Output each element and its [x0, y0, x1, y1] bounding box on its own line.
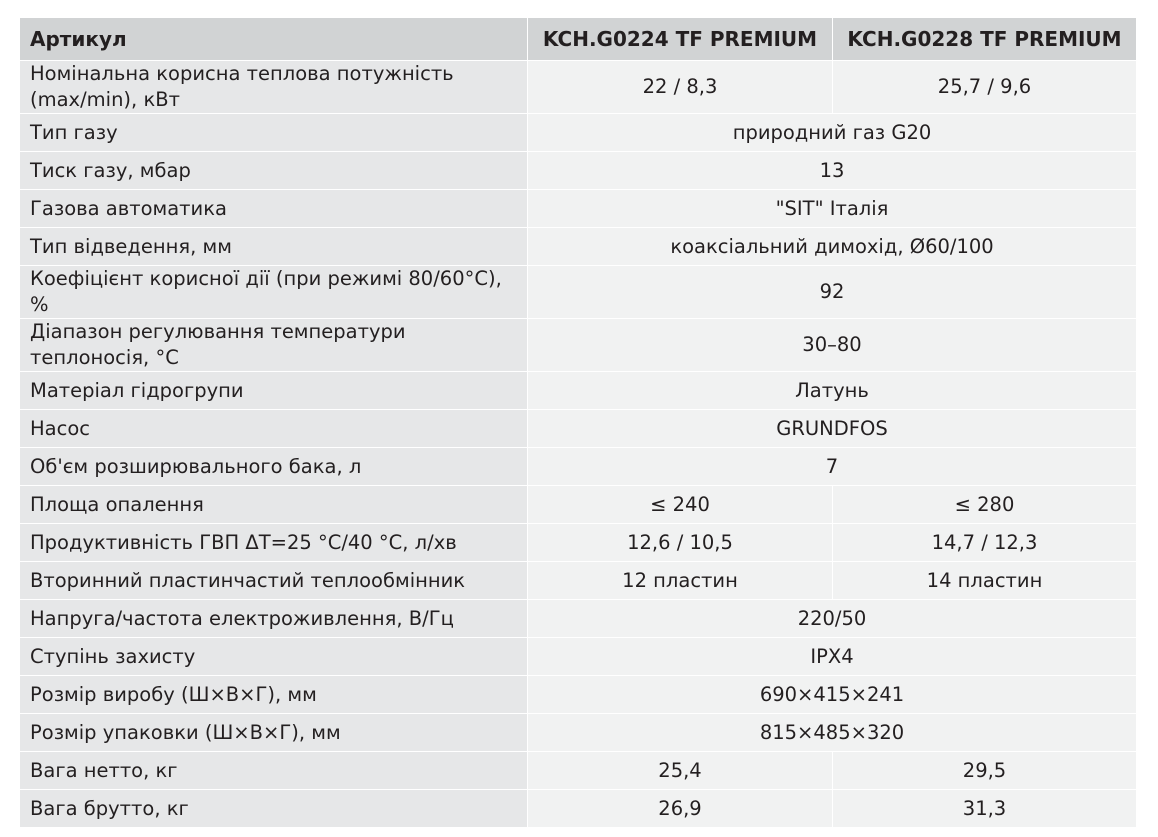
table-row: Ступінь захисту IPX4: [19, 637, 1137, 676]
row-value-model-2: 14 пластин: [832, 561, 1137, 600]
table-row: Тиск газу, мбар 13: [19, 151, 1137, 190]
row-label: Тип газу: [19, 113, 528, 152]
row-label: Номінальна корисна теплова потужність (m…: [19, 60, 528, 114]
row-value-shared: 220/50: [527, 599, 1137, 638]
row-value-shared: природний газ G20: [527, 113, 1137, 152]
table-row: Продуктивність ГВП ΔT=25 °С/40 °С, л/хв 1…: [19, 523, 1137, 562]
row-value-model-2: 25,7 / 9,6: [832, 60, 1137, 114]
row-value-shared: 30–80: [527, 318, 1137, 372]
table-body: Номінальна корисна теплова потужність (m…: [19, 60, 1137, 828]
table-row: Площа опалення ≤ 240 ≤ 280: [19, 485, 1137, 524]
row-value-model-1: 22 / 8,3: [527, 60, 833, 114]
table-row: Діапазон регулювання температури теплоно…: [19, 318, 1137, 372]
row-label: Матеріал гідрогрупи: [19, 371, 528, 410]
table-row: Насос GRUNDFOS: [19, 409, 1137, 448]
header-model-2: KCH.G0228 TF PREMIUM: [832, 17, 1137, 61]
table-row: Матеріал гідрогрупи Латунь: [19, 371, 1137, 410]
spec-table: Артикул KCH.G0224 TF PREMIUM KCH.G0228 T…: [19, 17, 1137, 828]
row-value-shared: "SIT" Італія: [527, 189, 1137, 228]
table-row: Розмір виробу (Ш×В×Г), мм 690×415×241: [19, 675, 1137, 714]
row-value-shared: 92: [527, 265, 1137, 319]
table-row: Номінальна корисна теплова потужність (m…: [19, 60, 1137, 114]
row-value-shared: 13: [527, 151, 1137, 190]
row-label: Продуктивність ГВП ΔT=25 °С/40 °С, л/хв: [19, 523, 528, 562]
header-label-cell: Артикул: [19, 17, 528, 61]
table-row: Газова автоматика "SIT" Італія: [19, 189, 1137, 228]
row-label: Розмір упаковки (Ш×В×Г), мм: [19, 713, 528, 752]
row-label: Напруга/частота електроживлення, В/Гц: [19, 599, 528, 638]
row-value-model-1: 12,6 / 10,5: [527, 523, 833, 562]
row-label: Насос: [19, 409, 528, 448]
table-row: Вага брутто, кг 26,9 31,3: [19, 789, 1137, 828]
table-row: Тип відведення, мм коаксіальний димохід, …: [19, 227, 1137, 266]
row-label: Ступінь захисту: [19, 637, 528, 676]
row-value-model-1: 26,9: [527, 789, 833, 828]
row-value-model-1: 12 пластин: [527, 561, 833, 600]
row-label: Вага брутто, кг: [19, 789, 528, 828]
table-row: Напруга/частота електроживлення, В/Гц 220…: [19, 599, 1137, 638]
row-label: Діапазон регулювання температури теплоно…: [19, 318, 528, 372]
row-value-model-2: 31,3: [832, 789, 1137, 828]
row-value-model-1: 25,4: [527, 751, 833, 790]
row-label: Вторинний пластинчастий теплообмінник: [19, 561, 528, 600]
row-label: Об'єм розширювального бака, л: [19, 447, 528, 486]
row-label: Тиск газу, мбар: [19, 151, 528, 190]
row-label: Розмір виробу (Ш×В×Г), мм: [19, 675, 528, 714]
table-row: Коефіцієнт корисної дії (при режимі 80/6…: [19, 265, 1137, 319]
table-row: Вага нетто, кг 25,4 29,5: [19, 751, 1137, 790]
table-header-row: Артикул KCH.G0224 TF PREMIUM KCH.G0228 T…: [19, 17, 1137, 61]
row-value-shared: Латунь: [527, 371, 1137, 410]
row-value-model-2: 29,5: [832, 751, 1137, 790]
row-value-shared: IPX4: [527, 637, 1137, 676]
table-row: Розмір упаковки (Ш×В×Г), мм 815×485×320: [19, 713, 1137, 752]
row-value-shared: 7: [527, 447, 1137, 486]
row-value-model-2: ≤ 280: [832, 485, 1137, 524]
row-value-shared: коаксіальний димохід, Ø60/100: [527, 227, 1137, 266]
row-label: Газова автоматика: [19, 189, 528, 228]
header-model-1: KCH.G0224 TF PREMIUM: [527, 17, 833, 61]
row-label: Вага нетто, кг: [19, 751, 528, 790]
row-value-model-2: 14,7 / 12,3: [832, 523, 1137, 562]
row-value-model-1: ≤ 240: [527, 485, 833, 524]
row-value-shared: 815×485×320: [527, 713, 1137, 752]
table-row: Тип газу природний газ G20: [19, 113, 1137, 152]
row-label: Тип відведення, мм: [19, 227, 528, 266]
row-value-shared: GRUNDFOS: [527, 409, 1137, 448]
row-label: Коефіцієнт корисної дії (при режимі 80/6…: [19, 265, 528, 319]
row-label: Площа опалення: [19, 485, 528, 524]
row-value-shared: 690×415×241: [527, 675, 1137, 714]
table-row: Вторинний пластинчастий теплообмінник 12 …: [19, 561, 1137, 600]
